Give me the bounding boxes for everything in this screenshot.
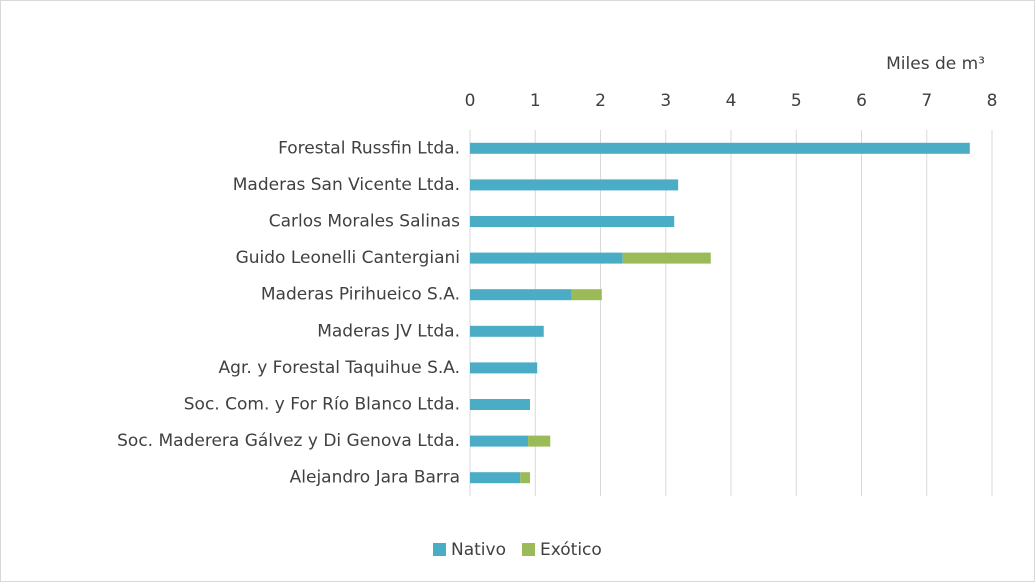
y-tick-label: Carlos Morales Salinas: [269, 212, 460, 232]
bar-segment: [470, 216, 675, 227]
bar-segment: [470, 142, 970, 154]
legend-swatch: [433, 543, 446, 556]
axis-label: Miles de m³: [886, 54, 985, 74]
bar-segment: [520, 472, 531, 484]
y-tick-label: Maderas Pirihueico S.A.: [261, 285, 460, 305]
bar-segment: [470, 399, 531, 410]
y-tick-label: Soc. Maderera Gálvez y Di Genova Ltda.: [117, 431, 460, 451]
x-tick-label: 7: [921, 91, 932, 111]
x-tick-label: 8: [987, 91, 998, 111]
bar-segment: [470, 179, 679, 191]
x-tick-label: 5: [791, 91, 802, 111]
x-tick-label: 0: [465, 91, 476, 111]
y-tick-label: Guido Leonelli Cantergiani: [236, 248, 460, 268]
y-tick-label: Maderas JV Ltda.: [317, 321, 460, 341]
bar-segment: [528, 435, 551, 447]
bar-segment: [622, 252, 711, 264]
x-tick-label: 3: [660, 91, 671, 111]
y-tick-label: Forestal Russfin Ltda.: [278, 138, 460, 158]
bar-segment: [470, 252, 623, 264]
x-tick-label: 2: [595, 91, 606, 111]
legend-label: Nativo: [451, 540, 506, 560]
bar-segment: [470, 325, 544, 337]
x-tick-label: 4: [726, 91, 737, 111]
x-tick-label: 1: [530, 91, 541, 111]
bar-segment: [470, 435, 529, 447]
bar-segment: [470, 289, 572, 301]
legend-label: Exótico: [540, 540, 602, 560]
bar-segment: [470, 472, 521, 484]
y-tick-label: Maderas San Vicente Ltda.: [233, 175, 460, 195]
legend-swatch: [521, 543, 535, 556]
bar-segment: [571, 289, 602, 301]
y-tick-label: Alejandro Jara Barra: [290, 468, 460, 488]
bar-segment: [470, 362, 538, 374]
x-tick-label: 6: [856, 91, 867, 111]
y-tick-label: Agr. y Forestal Taquihue S.A.: [219, 358, 460, 378]
y-tick-label: Soc. Com. y For Río Blanco Ltda.: [184, 395, 460, 415]
